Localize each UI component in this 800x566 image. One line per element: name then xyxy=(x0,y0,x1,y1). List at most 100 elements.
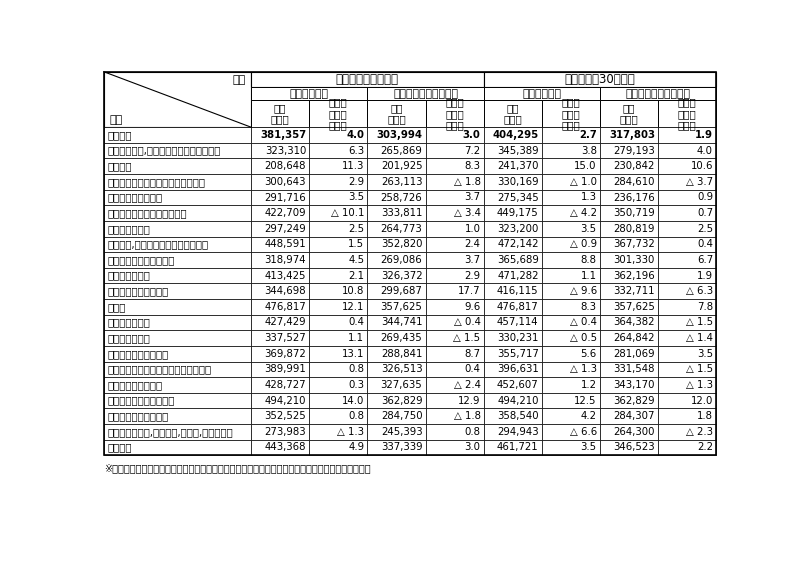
Text: 2.9: 2.9 xyxy=(464,271,481,281)
Bar xyxy=(367,362,426,377)
Bar xyxy=(104,268,251,284)
Bar xyxy=(426,221,484,237)
Text: 現金給与総額: 現金給与総額 xyxy=(290,89,329,98)
Bar xyxy=(542,268,600,284)
Bar xyxy=(484,205,542,221)
Bar xyxy=(484,362,542,377)
Text: 362,196: 362,196 xyxy=(613,271,655,281)
Bar xyxy=(310,237,367,252)
Text: 0.4: 0.4 xyxy=(348,318,364,328)
Bar xyxy=(426,158,484,174)
Text: 1.1: 1.1 xyxy=(348,333,364,343)
Bar xyxy=(600,205,658,221)
Text: 301,330: 301,330 xyxy=(614,255,655,265)
Bar xyxy=(600,143,658,158)
Text: ゴム製品製造業: ゴム製品製造業 xyxy=(108,271,150,281)
Text: △ 0.5: △ 0.5 xyxy=(570,333,597,343)
Bar xyxy=(367,143,426,158)
Bar xyxy=(542,252,600,268)
Bar xyxy=(542,221,600,237)
Text: 産業: 産業 xyxy=(110,115,123,125)
Text: 窯業・土石製品製造業: 窯業・土石製品製造業 xyxy=(108,286,169,296)
Text: △ 1.5: △ 1.5 xyxy=(454,333,481,343)
Text: 355,717: 355,717 xyxy=(497,349,538,359)
Text: 12.1: 12.1 xyxy=(342,302,364,312)
Text: 1.0: 1.0 xyxy=(465,224,481,234)
Text: 実数
（円）: 実数 （円） xyxy=(503,103,522,125)
Bar xyxy=(484,237,542,252)
Text: 344,741: 344,741 xyxy=(381,318,422,328)
Bar xyxy=(251,72,484,87)
Bar xyxy=(600,221,658,237)
Bar xyxy=(426,237,484,252)
Text: 4.0: 4.0 xyxy=(346,130,364,140)
Bar xyxy=(542,346,600,362)
Text: 369,872: 369,872 xyxy=(264,349,306,359)
Text: 365,689: 365,689 xyxy=(497,255,538,265)
Bar xyxy=(251,100,310,127)
Text: 201,925: 201,925 xyxy=(381,161,422,171)
Bar xyxy=(310,424,367,440)
Bar xyxy=(484,315,542,331)
Text: 8.3: 8.3 xyxy=(581,302,597,312)
Bar xyxy=(104,205,251,221)
Text: 345,389: 345,389 xyxy=(497,145,538,156)
Text: 269,086: 269,086 xyxy=(381,255,422,265)
Text: 404,295: 404,295 xyxy=(493,130,538,140)
Bar xyxy=(484,143,542,158)
Bar xyxy=(658,174,716,190)
Bar xyxy=(310,221,367,237)
Bar xyxy=(367,315,426,331)
Text: 416,115: 416,115 xyxy=(497,286,538,296)
Bar xyxy=(426,393,484,409)
Bar xyxy=(426,174,484,190)
Text: 303,994: 303,994 xyxy=(377,130,422,140)
Text: △ 1.3: △ 1.3 xyxy=(686,380,713,390)
Text: 461,721: 461,721 xyxy=(497,443,538,452)
Bar xyxy=(104,393,251,409)
Bar xyxy=(426,205,484,221)
Text: 3.7: 3.7 xyxy=(464,255,481,265)
Text: 265,869: 265,869 xyxy=(381,145,422,156)
Text: 3.5: 3.5 xyxy=(581,443,597,452)
Text: 323,200: 323,200 xyxy=(498,224,538,234)
Text: 337,527: 337,527 xyxy=(264,333,306,343)
Text: 6.7: 6.7 xyxy=(697,255,713,265)
Bar xyxy=(367,377,426,393)
Text: 3.0: 3.0 xyxy=(462,130,481,140)
Bar xyxy=(251,346,310,362)
Bar xyxy=(104,174,251,190)
Text: 2.4: 2.4 xyxy=(465,239,481,250)
Text: △ 10.1: △ 10.1 xyxy=(331,208,364,218)
Text: 対前年
増減率
（％）: 対前年 増減率 （％） xyxy=(562,97,580,130)
Text: 実数
（円）: 実数 （円） xyxy=(387,103,406,125)
Bar xyxy=(104,72,716,455)
Bar xyxy=(426,331,484,346)
Text: 13.1: 13.1 xyxy=(342,349,364,359)
Bar xyxy=(251,221,310,237)
Text: 332,711: 332,711 xyxy=(614,286,655,296)
Text: 396,631: 396,631 xyxy=(497,365,538,374)
Bar xyxy=(600,127,658,143)
Text: 電子部品・デバイス・電子回路製造業: 電子部品・デバイス・電子回路製造業 xyxy=(108,365,212,374)
Text: 428,727: 428,727 xyxy=(265,380,306,390)
Text: 0.7: 0.7 xyxy=(697,208,713,218)
Text: 1.9: 1.9 xyxy=(697,271,713,281)
Text: 化学工業,石油製品・石炭製品製造業: 化学工業,石油製品・石炭製品製造業 xyxy=(108,239,209,250)
Bar xyxy=(658,346,716,362)
Text: 330,169: 330,169 xyxy=(497,177,538,187)
Bar xyxy=(658,127,716,143)
Bar xyxy=(367,393,426,409)
Text: 事業所規模30人以上: 事業所規模30人以上 xyxy=(565,73,635,86)
Bar xyxy=(251,143,310,158)
Bar xyxy=(542,331,600,346)
Bar xyxy=(251,87,367,100)
Text: 494,210: 494,210 xyxy=(497,396,538,406)
Text: 323,310: 323,310 xyxy=(265,145,306,156)
Bar xyxy=(310,284,367,299)
Bar xyxy=(600,284,658,299)
Text: 対前年
増減率
（％）: 対前年 増減率 （％） xyxy=(678,97,697,130)
Bar xyxy=(484,100,542,127)
Text: 346,523: 346,523 xyxy=(614,443,655,452)
Text: 343,170: 343,170 xyxy=(614,380,655,390)
